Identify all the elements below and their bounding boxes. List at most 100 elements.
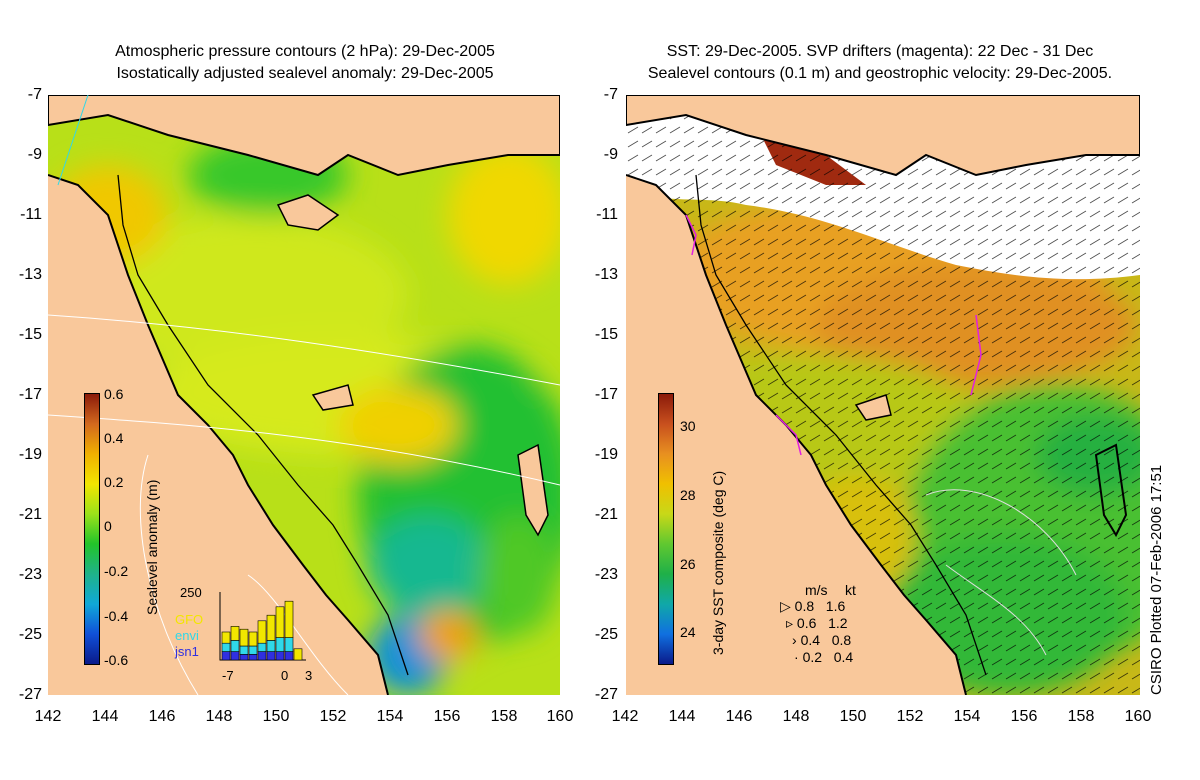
lon-tick-right: 150 — [839, 708, 867, 725]
inset-xtick: 3 — [305, 668, 313, 683]
left-title-line1: Atmospheric pressure contours (2 hPa): 2… — [115, 43, 495, 60]
lat-tick-right: -13 — [594, 266, 618, 283]
lon-tick-right: 160 — [1124, 708, 1152, 725]
lon-tick-right: 144 — [668, 708, 696, 725]
inset-bar-envi — [221, 642, 231, 652]
lon-tick-left: 158 — [490, 708, 518, 725]
inset-bar-envi — [275, 637, 285, 652]
inset-bar-gfo — [221, 631, 231, 644]
sealevel-tick: -0.4 — [104, 608, 129, 624]
lon-tick-right: 148 — [782, 708, 810, 725]
inset-bar-envi — [230, 640, 240, 652]
sealevel-anomaly-map[interactable] — [48, 95, 560, 695]
sealevel-tick: -0.6 — [104, 652, 129, 668]
lon-tick-left: 144 — [91, 708, 119, 725]
lat-tick-right: -23 — [594, 566, 618, 583]
right-title-line2: Sealevel contours (0.1 m) and geostrophi… — [647, 65, 1113, 82]
lat-tick-right: -19 — [594, 446, 618, 463]
velocity-key-header-ms: m/s — [805, 582, 828, 598]
lat-tick-left: -9 — [27, 146, 42, 163]
velocity-key-row: › 0.4 0.8 — [792, 632, 852, 648]
inset-bar-gfo — [239, 628, 249, 647]
legend-gfo: GFO — [175, 612, 204, 627]
legend-envi: envi — [175, 628, 199, 643]
inset-xtick: -7 — [222, 668, 234, 683]
sst-tick: 26 — [680, 556, 696, 572]
lon-tick-left: 154 — [376, 708, 404, 725]
inset-bar-jsn1 — [248, 654, 258, 661]
sealevel-tick: 0 — [104, 518, 112, 534]
inset-bar-jsn1 — [266, 651, 276, 661]
satellite-bars-svg — [219, 592, 306, 661]
lon-tick-left: 150 — [262, 708, 290, 725]
inset-bar-jsn1 — [221, 651, 231, 661]
legend-jsn1: jsn1 — [175, 644, 199, 659]
lat-tick-right: -17 — [594, 386, 618, 403]
inset-bar-envi — [266, 640, 276, 652]
sst-map-svg — [626, 95, 1140, 695]
lon-tick-right: 154 — [953, 708, 981, 725]
lat-tick-right: -25 — [594, 626, 618, 643]
lon-tick-right: 152 — [896, 708, 924, 725]
inset-bar-envi — [257, 642, 267, 652]
lat-tick-left: -15 — [18, 326, 42, 343]
inset-bar-gfo — [284, 600, 294, 638]
sealevel-tick: -0.2 — [104, 563, 129, 579]
inset-bar-envi — [248, 645, 258, 655]
sealevel-colorbar-label: Sealevel anomaly (m) — [144, 479, 160, 615]
lon-tick-left: 156 — [433, 708, 461, 725]
sealevel-colorbar — [84, 393, 100, 665]
inset-bar-gfo — [230, 626, 240, 641]
lon-tick-left: 160 — [546, 708, 574, 725]
sealevel-tick: 0.2 — [104, 474, 124, 490]
lat-tick-left: -23 — [18, 566, 42, 583]
sst-colorbar-label: 3-day SST composite (deg C) — [710, 470, 726, 655]
lat-tick-right: -9 — [603, 146, 618, 163]
sst-map[interactable] — [626, 95, 1140, 695]
lat-tick-left: -19 — [18, 446, 42, 463]
satellite-inset — [218, 590, 308, 666]
sealevel-tick: 0.6 — [104, 386, 124, 402]
lat-tick-right: -11 — [596, 206, 618, 223]
inset-bar-jsn1 — [239, 654, 249, 661]
inset-bar-gfo — [266, 614, 276, 641]
plot-credit: CSIRO Plotted 07-Feb-2006 17:51 — [1148, 464, 1165, 695]
lat-tick-right: -21 — [594, 506, 618, 523]
velocity-key-row: ▹ 0.6 1.2 — [786, 615, 848, 631]
lat-tick-left: -25 — [18, 626, 42, 643]
lat-tick-right: -27 — [594, 686, 618, 703]
lat-tick-right: -15 — [594, 326, 618, 343]
inset-xtick: 0 — [281, 668, 289, 683]
inset-ymax-label: 250 — [180, 585, 202, 600]
lat-tick-left: -27 — [18, 686, 42, 703]
lat-tick-left: -11 — [20, 206, 42, 223]
lon-tick-right: 142 — [611, 708, 639, 725]
sst-tick: 30 — [680, 418, 696, 434]
velocity-key-row: · 0.2 0.4 — [794, 649, 854, 665]
lat-tick-left: -7 — [27, 86, 42, 103]
inset-bar-gfo — [275, 606, 285, 638]
sst-tick: 24 — [680, 624, 696, 640]
velocity-key-header-kt: kt — [845, 582, 856, 598]
sst-tick: 28 — [680, 487, 696, 503]
lon-tick-left: 142 — [34, 708, 62, 725]
lat-tick-left: -13 — [18, 266, 42, 283]
inset-bar-jsn1 — [257, 651, 267, 661]
lon-tick-left: 146 — [148, 708, 176, 725]
inset-bar-gfo — [257, 620, 267, 644]
inset-bar-jsn1 — [230, 651, 240, 661]
lat-tick-left: -17 — [18, 386, 42, 403]
inset-bar-gfo — [293, 648, 303, 661]
inset-bar-jsn1 — [284, 651, 294, 661]
velocity-key-row: ▷ 0.8 1.6 — [780, 598, 846, 614]
sst-colorbar — [658, 393, 674, 665]
lon-tick-right: 156 — [1010, 708, 1038, 725]
inset-bar-envi — [284, 637, 294, 652]
lat-tick-left: -21 — [18, 506, 42, 523]
lon-tick-left: 152 — [319, 708, 347, 725]
lon-tick-right: 158 — [1067, 708, 1095, 725]
sealevel-map-svg — [48, 95, 560, 695]
lon-tick-left: 148 — [205, 708, 233, 725]
lat-tick-right: -7 — [603, 86, 618, 103]
inset-bar-gfo — [248, 631, 258, 647]
